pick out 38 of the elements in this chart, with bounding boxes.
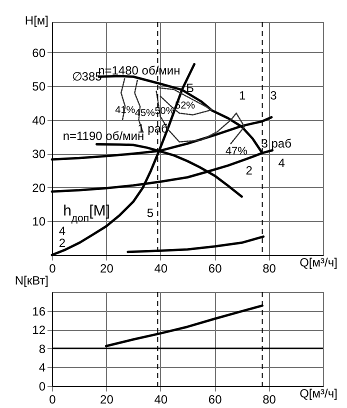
y-tick-label: 30 bbox=[32, 147, 46, 162]
x-tick-label: 80 bbox=[262, 262, 276, 276]
y-tick-label: 10 bbox=[32, 214, 46, 229]
x-tick-label: 80 bbox=[262, 392, 276, 406]
y2-tick-label: 2 bbox=[58, 236, 66, 250]
x-tick-label: 0 bbox=[49, 392, 56, 406]
x-tick-label: 60 bbox=[208, 262, 222, 276]
annotation: 2 bbox=[246, 164, 253, 178]
y-tick-label: 60 bbox=[32, 46, 46, 60]
y-tick-label: 50 bbox=[32, 80, 46, 94]
x-tick-label: 40 bbox=[154, 262, 168, 276]
x-tick-label: 20 bbox=[100, 262, 114, 276]
x-tick-label: 40 bbox=[154, 392, 168, 406]
y-tick-label: 20 bbox=[32, 180, 46, 195]
annotation: 3 раб bbox=[261, 136, 292, 151]
annotation: 4 bbox=[278, 156, 286, 170]
y-tick-label: 0 bbox=[38, 380, 46, 394]
y2-axis-title: h$_{доп}$[М] bbox=[63, 202, 110, 224]
y-axis-title: N[кВт] bbox=[14, 274, 48, 288]
x-tick-label: 60 bbox=[208, 392, 222, 406]
annotation: 1 bbox=[238, 88, 246, 103]
y-tick-label: 8 bbox=[38, 342, 46, 356]
x-tick-label: 20 bbox=[100, 392, 114, 406]
y-tick-label: 12 bbox=[32, 323, 46, 338]
x-tick-label: 0 bbox=[49, 262, 56, 276]
annotation: Б bbox=[186, 80, 194, 95]
y-axis-title: Н[м] bbox=[24, 14, 48, 28]
annotation: n=1480 об/мин bbox=[98, 63, 180, 78]
annotation: 47% bbox=[225, 145, 248, 158]
annotation: 5 bbox=[146, 206, 154, 220]
x-axis-title: Q[м³/ч] bbox=[300, 256, 338, 270]
x-axis-title: Q[м³/ч] bbox=[300, 386, 338, 400]
y2-tick-label: 4 bbox=[58, 224, 66, 238]
y-tick-label: 40 bbox=[32, 113, 46, 128]
y-tick-label: 4 bbox=[38, 360, 46, 375]
annotation: n=1190 об/мин bbox=[62, 129, 144, 144]
annotation: 3 bbox=[270, 88, 278, 103]
y-tick-label: 16 bbox=[32, 304, 46, 318]
